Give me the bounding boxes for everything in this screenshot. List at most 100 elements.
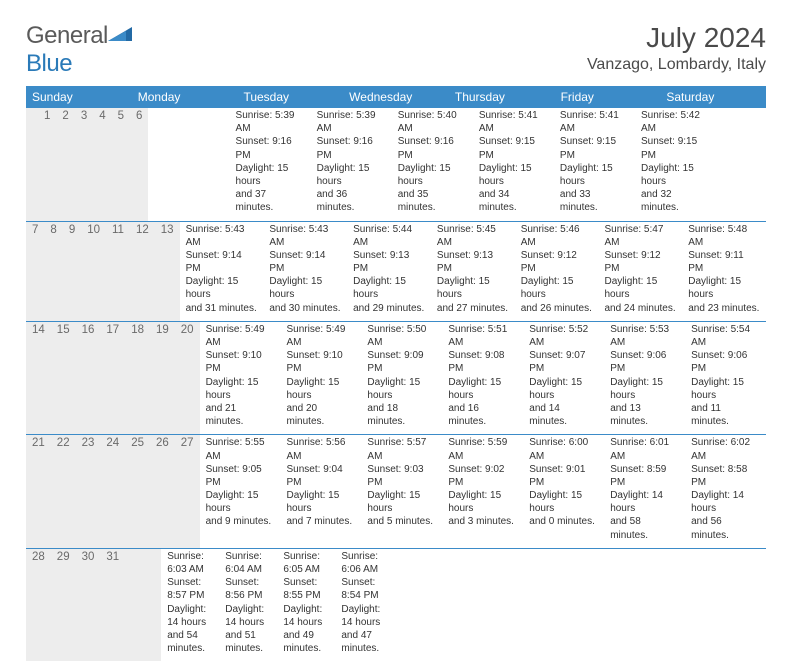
day-cell-line: and 9 minutes.	[206, 515, 275, 528]
brand-name: General Blue	[26, 22, 134, 78]
date-number: 17	[100, 322, 125, 435]
day-cell: Sunrise: 5:39 AMSunset: 9:16 PMDaylight:…	[311, 108, 392, 221]
date-number: 7	[26, 222, 44, 321]
day-cell: Sunrise: 5:41 AMSunset: 9:15 PMDaylight:…	[554, 108, 635, 221]
day-cell-line: Sunset: 9:09 PM	[367, 349, 436, 375]
weekday-header: Monday	[132, 86, 238, 108]
date-number: 31	[100, 549, 125, 662]
day-cell-line: Daylight: 15 hours	[560, 162, 629, 188]
date-number: 25	[125, 435, 150, 548]
title-block: July 2024 Vanzago, Lombardy, Italy	[587, 22, 766, 74]
date-number: 12	[130, 222, 155, 321]
day-cell-line: and 36 minutes.	[317, 188, 386, 214]
day-cell-line: Sunset: 9:13 PM	[353, 249, 425, 275]
day-cell-line: Sunrise: 5:41 AM	[560, 109, 629, 135]
brand-word-1: General	[26, 22, 108, 49]
day-cell-line: Sunset: 9:15 PM	[560, 135, 629, 161]
date-number: 29	[51, 549, 76, 662]
day-cell-line: Sunset: 9:07 PM	[529, 349, 598, 375]
day-cell-line: Daylight: 14 hours	[225, 603, 271, 629]
day-data-row: Sunrise: 6:03 AMSunset: 8:57 PMDaylight:…	[161, 549, 567, 662]
day-cell-line: Sunrise: 5:51 AM	[448, 323, 517, 349]
day-cell-line: and 56 minutes.	[691, 515, 760, 541]
day-cell: Sunrise: 5:43 AMSunset: 9:14 PMDaylight:…	[263, 222, 347, 321]
day-cell-line: Sunrise: 5:52 AM	[529, 323, 598, 349]
day-cell: Sunrise: 6:06 AMSunset: 8:54 PMDaylight:…	[335, 549, 393, 662]
day-cell-line: Sunrise: 5:45 AM	[437, 223, 509, 249]
date-number: 20	[175, 322, 200, 435]
weekday-header: Thursday	[449, 86, 555, 108]
day-cell-line: and 30 minutes.	[269, 302, 341, 315]
day-cell: Sunrise: 6:02 AMSunset: 8:58 PMDaylight:…	[685, 435, 766, 548]
date-number: 26	[150, 435, 175, 548]
weekday-header-row: Sunday Monday Tuesday Wednesday Thursday…	[26, 86, 766, 108]
date-number: 30	[76, 549, 101, 662]
day-cell-line: and 37 minutes.	[236, 188, 305, 214]
day-cell-line: Daylight: 15 hours	[521, 275, 593, 301]
day-data-row: Sunrise: 5:43 AMSunset: 9:14 PMDaylight:…	[180, 222, 766, 321]
day-cell-line: Sunset: 9:03 PM	[367, 463, 436, 489]
day-cell-line: and 29 minutes.	[353, 302, 425, 315]
day-cell-line: and 16 minutes.	[448, 402, 517, 428]
day-cell-line: Sunrise: 5:43 AM	[186, 223, 258, 249]
day-cell-line: Daylight: 15 hours	[367, 376, 436, 402]
day-cell-line: Sunrise: 5:55 AM	[206, 436, 275, 462]
date-number-row: 21222324252627	[26, 435, 200, 548]
day-data-row: Sunrise: 5:49 AMSunset: 9:10 PMDaylight:…	[200, 322, 766, 435]
day-cell: Sunrise: 5:51 AMSunset: 9:08 PMDaylight:…	[442, 322, 523, 435]
day-cell-line: and 7 minutes.	[287, 515, 356, 528]
day-cell-line: Sunset: 9:12 PM	[604, 249, 676, 275]
day-cell-line: Daylight: 15 hours	[206, 376, 275, 402]
day-cell-line: Sunrise: 5:39 AM	[317, 109, 386, 135]
day-cell-line: Sunset: 9:06 PM	[691, 349, 760, 375]
day-cell-line: Sunset: 9:10 PM	[287, 349, 356, 375]
date-number: 14	[26, 322, 51, 435]
day-cell-line: Daylight: 15 hours	[367, 489, 436, 515]
day-cell-line: Sunrise: 5:57 AM	[367, 436, 436, 462]
day-cell-line: Sunset: 8:55 PM	[283, 576, 329, 602]
day-cell: Sunrise: 5:55 AMSunset: 9:05 PMDaylight:…	[200, 435, 281, 548]
day-cell-line: and 27 minutes.	[437, 302, 509, 315]
day-cell-line: Sunrise: 5:50 AM	[367, 323, 436, 349]
date-number: 5	[112, 108, 130, 221]
day-cell-line: Daylight: 15 hours	[448, 489, 517, 515]
day-cell-line: and 21 minutes.	[206, 402, 275, 428]
day-cell	[148, 108, 229, 221]
day-cell-line: Sunrise: 5:43 AM	[269, 223, 341, 249]
day-cell: Sunrise: 5:52 AMSunset: 9:07 PMDaylight:…	[523, 322, 604, 435]
day-cell-line: Daylight: 15 hours	[287, 489, 356, 515]
day-cell-line: Daylight: 15 hours	[186, 275, 258, 301]
day-cell-line: Sunset: 8:57 PM	[167, 576, 213, 602]
day-cell-line: Sunset: 9:14 PM	[186, 249, 258, 275]
day-cell-line: Daylight: 15 hours	[236, 162, 305, 188]
date-number: 21	[26, 435, 51, 548]
day-cell-line: Sunset: 9:02 PM	[448, 463, 517, 489]
weekday-header: Sunday	[26, 86, 132, 108]
day-cell-line: and 14 minutes.	[529, 402, 598, 428]
day-cell-line: and 13 minutes.	[610, 402, 679, 428]
day-cell	[452, 549, 510, 662]
date-number: 9	[63, 222, 81, 321]
weeks-container: 123456Sunrise: 5:39 AMSunset: 9:16 PMDay…	[26, 108, 766, 661]
day-cell-line: Sunset: 8:58 PM	[691, 463, 760, 489]
day-cell-line: Sunrise: 5:42 AM	[641, 109, 710, 135]
day-cell-line: Daylight: 14 hours	[691, 489, 760, 515]
date-number: 6	[130, 108, 148, 221]
day-cell-line: Daylight: 15 hours	[529, 489, 598, 515]
day-cell-line: and 11 minutes.	[691, 402, 760, 428]
day-cell-line: Sunrise: 5:47 AM	[604, 223, 676, 249]
day-cell: Sunrise: 5:49 AMSunset: 9:10 PMDaylight:…	[200, 322, 281, 435]
day-cell: Sunrise: 5:42 AMSunset: 9:15 PMDaylight:…	[635, 108, 716, 221]
date-number: 16	[76, 322, 101, 435]
day-cell: Sunrise: 5:43 AMSunset: 9:14 PMDaylight:…	[180, 222, 264, 321]
week-row: 78910111213Sunrise: 5:43 AMSunset: 9:14 …	[26, 222, 766, 322]
day-cell-line: Sunset: 9:08 PM	[448, 349, 517, 375]
day-cell-line: and 0 minutes.	[529, 515, 598, 528]
date-number	[26, 108, 38, 221]
day-cell-line: and 33 minutes.	[560, 188, 629, 214]
day-cell-line: Sunset: 9:10 PM	[206, 349, 275, 375]
calendar-grid: Sunday Monday Tuesday Wednesday Thursday…	[26, 86, 766, 661]
weekday-header: Wednesday	[343, 86, 449, 108]
day-cell-line: Sunset: 9:04 PM	[287, 463, 356, 489]
date-number: 19	[150, 322, 175, 435]
